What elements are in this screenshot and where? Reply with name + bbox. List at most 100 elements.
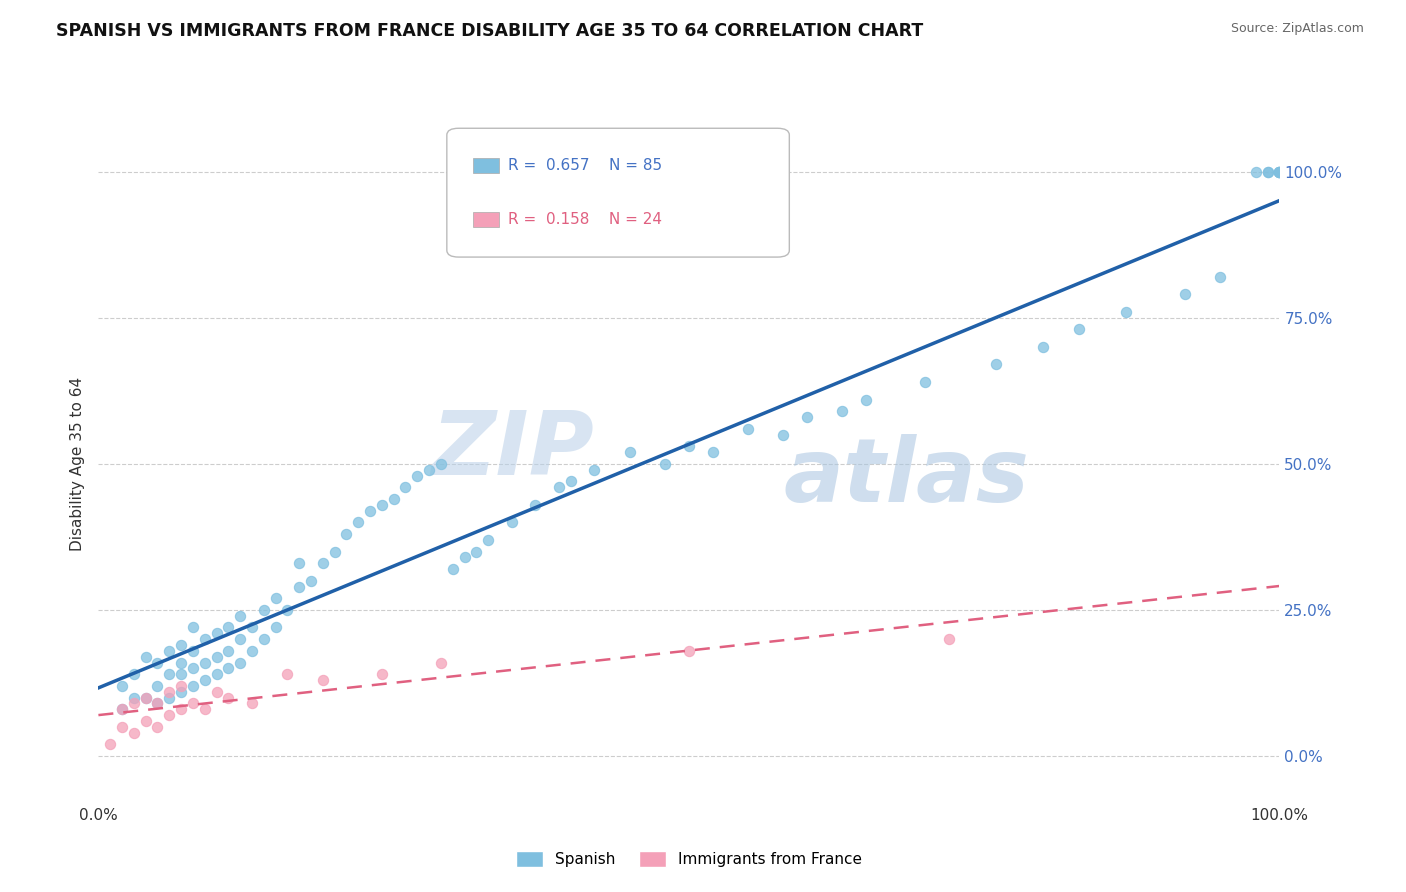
Point (276, 667, 298, 681)
Point (501, 516, 523, 530)
Point (194, 702, 217, 716)
Point (170, 638, 193, 652)
Point (1209, 269, 1232, 284)
FancyBboxPatch shape (472, 158, 499, 173)
Point (181, 679, 204, 693)
Point (170, 667, 193, 681)
Point (264, 591, 287, 606)
Point (938, 632, 960, 647)
Point (288, 556, 311, 570)
FancyBboxPatch shape (472, 212, 499, 227)
Point (1268, 164, 1291, 178)
Point (157, 685, 180, 699)
Point (111, 702, 134, 716)
Point (229, 656, 252, 670)
Point (253, 603, 276, 617)
Point (299, 574, 322, 588)
Point (135, 649, 157, 664)
Point (157, 690, 180, 705)
Point (583, 463, 606, 477)
Point (205, 626, 228, 640)
Point (1115, 305, 1137, 319)
Point (194, 656, 217, 670)
Point (371, 667, 394, 681)
Text: R =  0.158    N = 24: R = 0.158 N = 24 (508, 212, 662, 227)
Point (359, 503, 381, 517)
Point (1244, 164, 1267, 178)
Point (1257, 164, 1279, 178)
Point (288, 580, 311, 594)
Point (181, 620, 204, 634)
Point (406, 468, 429, 483)
FancyBboxPatch shape (447, 128, 789, 257)
Point (181, 661, 204, 675)
Point (194, 673, 217, 687)
Point (772, 427, 794, 442)
Point (430, 457, 453, 471)
Point (347, 516, 370, 530)
Point (217, 661, 239, 675)
Point (335, 527, 357, 541)
Legend: Spanish, Immigrants from France: Spanish, Immigrants from France (509, 845, 869, 873)
Point (146, 720, 169, 734)
Point (1067, 322, 1090, 336)
Point (737, 422, 759, 436)
Point (122, 725, 145, 739)
Point (111, 702, 134, 716)
Point (914, 375, 936, 389)
Text: SPANISH VS IMMIGRANTS FROM FRANCE DISABILITY AGE 35 TO 64 CORRELATION CHART: SPANISH VS IMMIGRANTS FROM FRANCE DISABI… (56, 22, 924, 40)
Point (702, 445, 724, 459)
Point (111, 720, 134, 734)
Point (157, 644, 180, 658)
Point (194, 632, 217, 647)
Point (1174, 287, 1197, 301)
Point (146, 656, 169, 670)
Point (371, 498, 394, 512)
Point (430, 656, 453, 670)
Point (170, 679, 193, 693)
Point (122, 667, 145, 681)
Point (524, 498, 547, 512)
Point (135, 714, 157, 728)
Point (548, 480, 571, 494)
Point (418, 463, 440, 477)
Point (157, 667, 180, 681)
Point (181, 644, 204, 658)
Point (122, 690, 145, 705)
Point (477, 533, 499, 547)
Point (1268, 164, 1291, 178)
Point (855, 392, 877, 407)
Point (135, 690, 157, 705)
Point (1268, 164, 1291, 178)
Point (122, 697, 145, 711)
Point (146, 697, 169, 711)
Text: R =  0.657    N = 85: R = 0.657 N = 85 (508, 158, 662, 173)
Point (146, 679, 169, 693)
Point (441, 562, 464, 576)
Point (312, 673, 335, 687)
Point (217, 690, 239, 705)
Text: ZIP: ZIP (432, 407, 595, 494)
Point (560, 475, 582, 489)
Point (205, 685, 228, 699)
Point (312, 556, 335, 570)
Y-axis label: Disability Age 35 to 64: Disability Age 35 to 64 (70, 376, 86, 551)
Point (984, 358, 1007, 372)
Point (135, 690, 157, 705)
Point (1032, 340, 1054, 354)
Point (1257, 164, 1279, 178)
Text: Source: ZipAtlas.com: Source: ZipAtlas.com (1230, 22, 1364, 36)
Point (240, 620, 263, 634)
Point (170, 656, 193, 670)
Point (240, 697, 263, 711)
Point (205, 649, 228, 664)
Point (394, 480, 416, 494)
Point (796, 410, 818, 425)
Point (170, 702, 193, 716)
Point (253, 632, 276, 647)
Point (382, 491, 405, 506)
Point (205, 667, 228, 681)
Point (240, 644, 263, 658)
Point (654, 457, 676, 471)
Point (229, 608, 252, 623)
